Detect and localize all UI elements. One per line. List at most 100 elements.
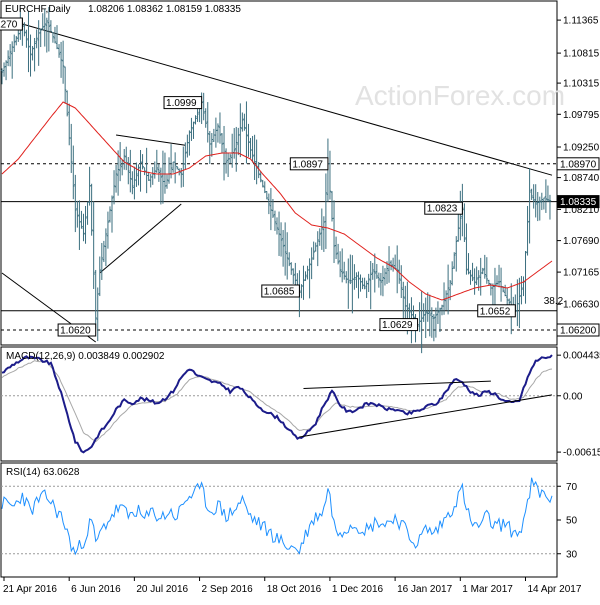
rsi-line xyxy=(1,477,553,556)
price-bar xyxy=(281,230,285,267)
price-bar xyxy=(235,126,238,172)
price-bar xyxy=(100,242,104,280)
price-bar xyxy=(528,167,531,244)
price-ytick-label: 1.10815 xyxy=(563,49,600,60)
price-bar xyxy=(422,303,425,322)
price-bar xyxy=(430,307,434,338)
price-trendline-0 xyxy=(22,23,553,176)
price-bar xyxy=(318,228,321,246)
price-bar xyxy=(338,251,342,278)
xtick-label: 14 Apr 2017 xyxy=(527,584,581,595)
price-tag-text: 1.08970 xyxy=(560,159,597,170)
price-tag-box xyxy=(556,323,600,337)
price-bar xyxy=(540,192,544,211)
annotation-text: 1.0652 xyxy=(480,306,511,317)
price-bar xyxy=(216,123,220,143)
price-bar xyxy=(80,210,83,229)
price-bar xyxy=(400,265,403,299)
price-tag-0: 1.08970 xyxy=(556,157,600,171)
price-bar xyxy=(453,252,456,269)
price-bar xyxy=(332,200,336,264)
price-bar xyxy=(84,205,87,244)
price-bar xyxy=(497,264,501,288)
price-bar xyxy=(493,267,497,307)
price-bar xyxy=(49,20,53,32)
price-ytick-label: 1.08210 xyxy=(563,205,600,216)
annotation-text: 1.0823 xyxy=(427,204,458,215)
price-bar xyxy=(538,196,541,221)
annotation-text: 1.0685 xyxy=(264,287,295,298)
price-bar xyxy=(118,142,122,182)
price-bar xyxy=(526,205,529,256)
price-bar xyxy=(92,201,95,290)
price-bar xyxy=(257,161,260,179)
macd-title: MACD(12,26,9) 0.003849 0.002902 xyxy=(6,351,165,362)
price-bar xyxy=(483,254,486,279)
annotation-box xyxy=(379,318,419,332)
price-bar xyxy=(503,284,507,297)
price-bar xyxy=(279,222,283,257)
price-bar xyxy=(277,211,281,256)
price-bar xyxy=(190,117,193,141)
price-bar xyxy=(74,174,77,233)
price-bar xyxy=(102,240,106,263)
price-bar xyxy=(459,190,462,241)
price-ytick-label: 1.07690 xyxy=(563,236,600,247)
price-bar xyxy=(29,34,32,77)
price-bar xyxy=(65,90,69,117)
xtick-label: 2 Sep 2016 xyxy=(202,584,254,595)
rsi-ytick-label: 30 xyxy=(566,549,578,560)
price-bar xyxy=(27,11,30,73)
price-bar xyxy=(218,112,222,144)
price-bar xyxy=(424,297,427,339)
price-bar xyxy=(206,102,209,143)
price-bar xyxy=(436,301,440,324)
price-bar xyxy=(184,142,187,170)
price-bar xyxy=(475,266,478,285)
price-bar xyxy=(428,294,431,337)
price-bar xyxy=(310,247,313,280)
price-bar xyxy=(192,121,195,139)
price-bar xyxy=(23,22,26,37)
price-bar xyxy=(361,277,364,290)
annotation-box xyxy=(57,323,97,337)
price-bar xyxy=(349,254,352,285)
price-bar xyxy=(204,108,207,128)
price-bar xyxy=(487,279,491,286)
price-bar xyxy=(495,275,499,286)
price-bar xyxy=(371,262,374,280)
price-bar xyxy=(47,6,51,52)
price-bar xyxy=(438,307,442,332)
price-bar xyxy=(63,66,67,104)
price-bar xyxy=(61,40,65,84)
price-annotation-1: 1.0999 xyxy=(163,96,203,110)
fib-level-label: 38.2 xyxy=(544,296,564,307)
price-bar xyxy=(259,171,262,183)
macd-ytick-label: -0.006156 xyxy=(563,448,600,459)
price-bar xyxy=(220,133,224,154)
macd-ytick-label: 0.004435 xyxy=(563,351,600,362)
price-bar xyxy=(129,149,132,193)
price-bar xyxy=(534,184,537,218)
xtick-label: 6 Jun 2016 xyxy=(71,584,121,595)
price-bar xyxy=(546,185,550,203)
price-bar xyxy=(385,261,389,285)
annotation-box xyxy=(261,284,300,298)
annotation-text: 1.0897 xyxy=(292,159,323,170)
price-bar xyxy=(292,268,295,285)
price-bar xyxy=(110,195,114,233)
price-bar xyxy=(90,183,93,236)
price-bar xyxy=(320,208,324,250)
price-bar xyxy=(446,264,450,315)
price-bar xyxy=(251,135,254,163)
price-bar xyxy=(265,191,269,200)
annotation-text: 1.0620 xyxy=(60,326,91,337)
annotation-box xyxy=(477,304,516,318)
price-bar xyxy=(261,179,264,188)
price-bar xyxy=(13,34,16,53)
price-bar xyxy=(112,170,116,205)
price-bar xyxy=(324,173,328,249)
price-ytick-label: 1.08740 xyxy=(563,173,600,184)
price-annotation-5: 1.0652 xyxy=(477,304,516,318)
xtick-label: 1 Dec 2016 xyxy=(332,584,384,595)
